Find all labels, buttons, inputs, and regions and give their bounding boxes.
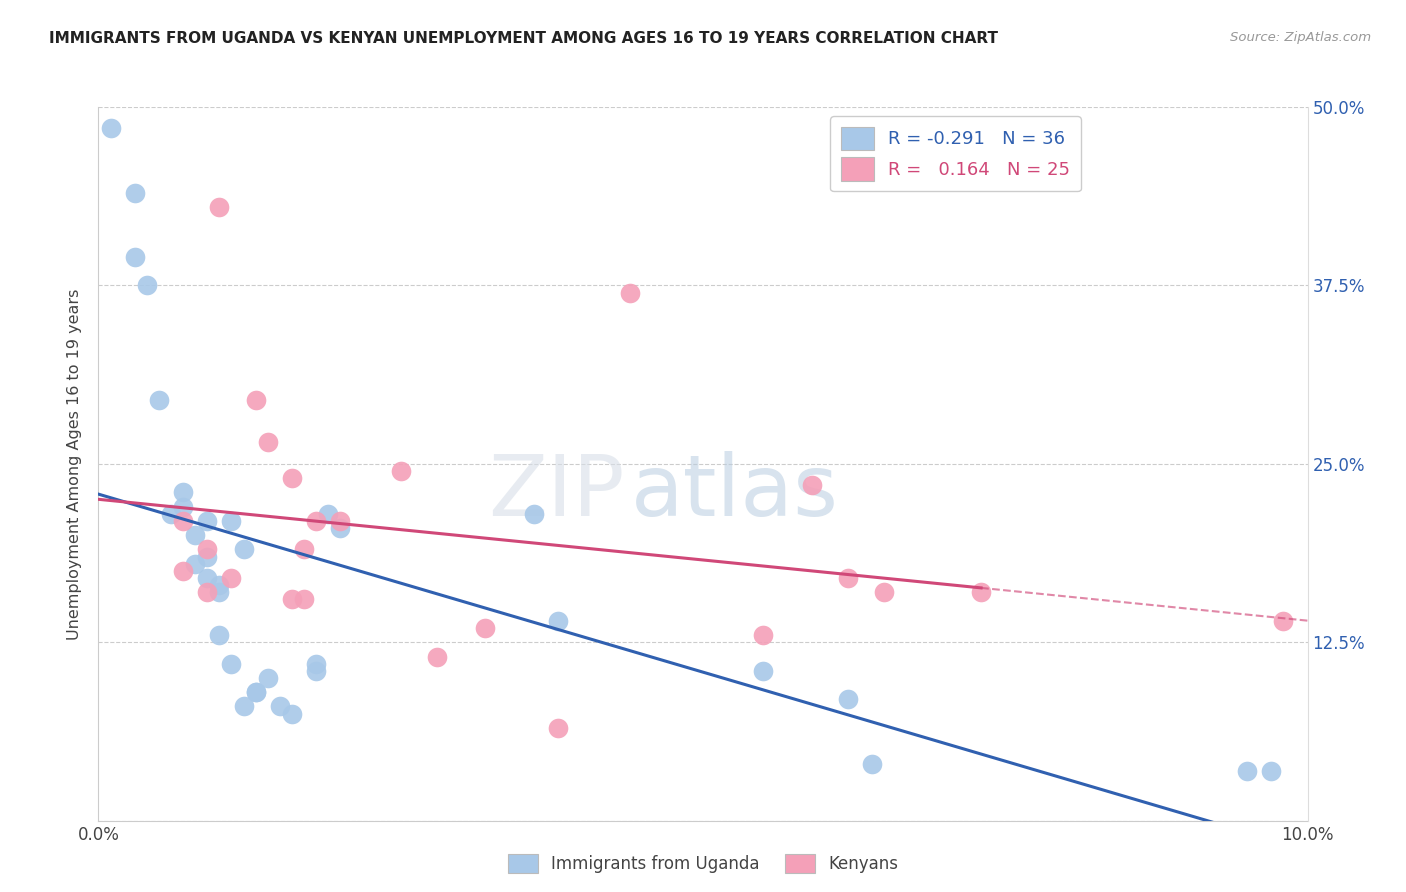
Point	[245, 392, 267, 407]
Point	[208, 200, 231, 214]
Point	[305, 664, 328, 678]
Point	[221, 514, 243, 528]
Point	[305, 657, 328, 671]
Text: Source: ZipAtlas.com: Source: ZipAtlas.com	[1230, 31, 1371, 45]
Text: IMMIGRANTS FROM UGANDA VS KENYAN UNEMPLOYMENT AMONG AGES 16 TO 19 YEARS CORRELAT: IMMIGRANTS FROM UGANDA VS KENYAN UNEMPLO…	[49, 31, 998, 46]
Point	[752, 664, 775, 678]
Point	[195, 542, 218, 557]
Point	[1272, 614, 1295, 628]
Point	[195, 549, 218, 564]
Y-axis label: Unemployment Among Ages 16 to 19 years: Unemployment Among Ages 16 to 19 years	[67, 288, 83, 640]
Point	[752, 628, 775, 642]
Point	[245, 685, 267, 699]
Point	[208, 578, 231, 592]
Point	[269, 699, 291, 714]
Point	[329, 514, 352, 528]
Point	[172, 485, 194, 500]
Point	[148, 392, 170, 407]
Point	[389, 464, 412, 478]
Point	[232, 542, 254, 557]
Text: ZIP: ZIP	[488, 450, 624, 534]
Point	[292, 542, 315, 557]
Point	[124, 186, 146, 200]
Point	[172, 514, 194, 528]
Point	[800, 478, 823, 492]
Point	[873, 585, 896, 599]
Point	[195, 571, 218, 585]
Point	[474, 621, 496, 635]
Point	[619, 285, 641, 300]
Point	[837, 571, 859, 585]
Point	[100, 121, 122, 136]
Point	[1260, 764, 1282, 778]
Point	[135, 278, 157, 293]
Point	[523, 507, 546, 521]
Point	[208, 585, 231, 599]
Point	[292, 592, 315, 607]
Point	[547, 614, 569, 628]
Point	[221, 571, 243, 585]
Point	[184, 557, 207, 571]
Point	[256, 435, 278, 450]
Point	[195, 514, 218, 528]
Point	[208, 628, 231, 642]
Point	[860, 756, 883, 771]
Point	[316, 507, 339, 521]
Point	[124, 250, 146, 264]
Point	[837, 692, 859, 706]
Legend: Immigrants from Uganda, Kenyans: Immigrants from Uganda, Kenyans	[502, 847, 904, 880]
Point	[547, 721, 569, 735]
Point	[305, 514, 328, 528]
Point	[970, 585, 993, 599]
Point	[281, 706, 304, 721]
Point	[281, 592, 304, 607]
Point	[329, 521, 352, 535]
Point	[426, 649, 449, 664]
Point	[1236, 764, 1258, 778]
Point	[221, 657, 243, 671]
Point	[195, 585, 218, 599]
Point	[160, 507, 183, 521]
Point	[281, 471, 304, 485]
Point	[172, 564, 194, 578]
Point	[172, 500, 194, 514]
Point	[256, 671, 278, 685]
Text: atlas: atlas	[630, 450, 838, 534]
Point	[232, 699, 254, 714]
Point	[184, 528, 207, 542]
Point	[245, 685, 267, 699]
